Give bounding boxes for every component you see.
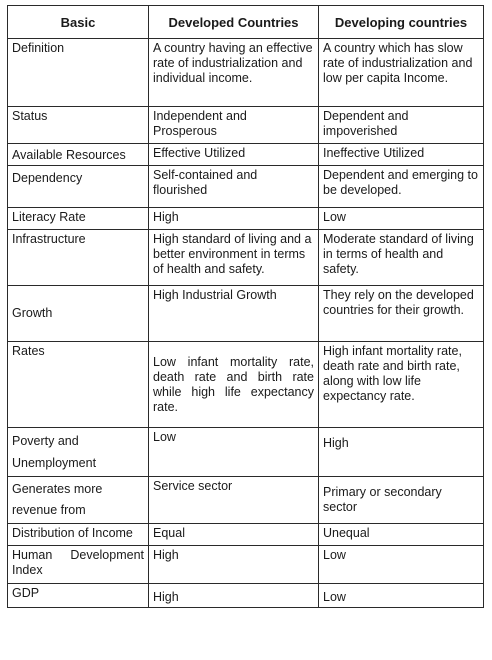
header-developing-countries: Developing countries (318, 5, 484, 39)
cell-basic: Definition (7, 38, 149, 107)
cell-developing: Low (318, 545, 484, 584)
comparison-table-container: Basic Developed Countries Developing cou… (7, 5, 484, 608)
cell-basic: GDP (7, 583, 149, 608)
table-row: Generates more revenue from Service sect… (7, 476, 484, 524)
table-header-row: Basic Developed Countries Developing cou… (7, 5, 484, 39)
cell-basic: Literacy Rate (7, 207, 149, 230)
table-row: Literacy Rate High Low (7, 207, 484, 230)
cell-developing: Dependent and impoverished (318, 106, 484, 144)
table-row: Infrastructure High standard of living a… (7, 229, 484, 286)
cell-developed: High (148, 583, 319, 608)
cell-basic: Human Development Index (7, 545, 149, 584)
cell-developed: Low (148, 427, 319, 477)
table-row: Human Development Index High Low (7, 545, 484, 584)
cell-basic: Distribution of Income (7, 523, 149, 546)
table-row: Definition A country having an effective… (7, 38, 484, 107)
cell-developing: Unequal (318, 523, 484, 546)
cell-developed: Self-contained and flourished (148, 165, 319, 208)
cell-basic: Infrastructure (7, 229, 149, 286)
cell-developing: Ineffective Utilized (318, 143, 484, 166)
cell-basic: Rates (7, 341, 149, 428)
cell-developed: High (148, 207, 319, 230)
cell-basic: Generates more revenue from (7, 476, 149, 524)
table-row: Poverty and Unemployment Low High (7, 427, 484, 477)
cell-basic: Status (7, 106, 149, 144)
cell-developing: High infant mortality rate, death rate a… (318, 341, 484, 428)
table-row: Growth High Industrial Growth They rely … (7, 285, 484, 342)
table-row: Rates Low infant mortality rate, death r… (7, 341, 484, 428)
cell-developed: High (148, 545, 319, 584)
cell-developed: Equal (148, 523, 319, 546)
cell-developing: They rely on the developed countries for… (318, 285, 484, 342)
cell-basic: Poverty and Unemployment (7, 427, 149, 477)
table-row: Available Resources Effective Utilized I… (7, 143, 484, 166)
cell-developed: High Industrial Growth (148, 285, 319, 342)
cell-developing: Moderate standard of living in terms of … (318, 229, 484, 286)
cell-developed: High standard of living and a better env… (148, 229, 319, 286)
cell-developed: Low infant mortality rate, death rate an… (148, 341, 319, 428)
cell-developed: A country having an effective rate of in… (148, 38, 319, 107)
header-developed-countries: Developed Countries (148, 5, 319, 39)
header-basic: Basic (7, 5, 149, 39)
table-row: Status Independent and Prosperous Depend… (7, 106, 484, 144)
cell-developing: Dependent and emerging to be developed. (318, 165, 484, 208)
cell-basic: Available Resources (7, 143, 149, 166)
cell-developing: A country which has slow rate of industr… (318, 38, 484, 107)
cell-developed: Effective Utilized (148, 143, 319, 166)
comparison-table: Basic Developed Countries Developing cou… (7, 5, 484, 608)
table-row: Dependency Self-contained and flourished… (7, 165, 484, 208)
cell-developing: Low (318, 207, 484, 230)
cell-developing: Low (318, 583, 484, 608)
cell-developing: Primary or secondary sector (318, 476, 484, 524)
cell-developed: Service sector (148, 476, 319, 524)
table-row: GDP High Low (7, 583, 484, 608)
cell-developing: High (318, 427, 484, 477)
cell-developed: Independent and Prosperous (148, 106, 319, 144)
cell-basic: Dependency (7, 165, 149, 208)
table-row: Distribution of Income Equal Unequal (7, 523, 484, 546)
cell-basic: Growth (7, 285, 149, 342)
